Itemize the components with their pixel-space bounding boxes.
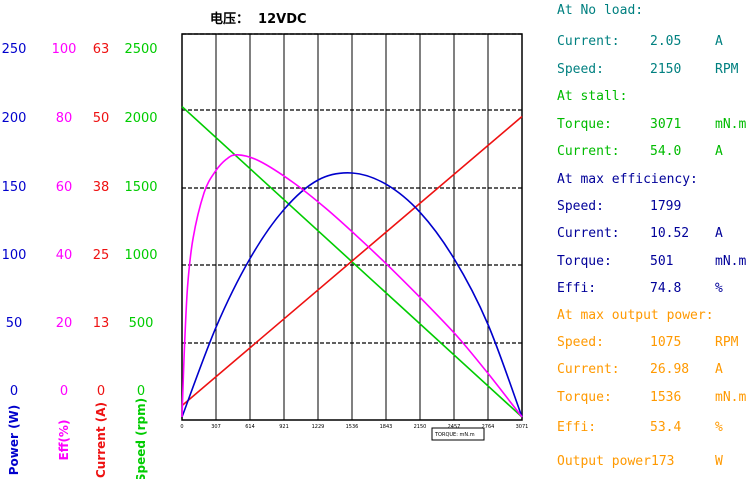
y-tick-speed: 0 [137, 384, 145, 399]
series-line-eff [181, 153, 523, 418]
y-axis-label-power: Power (W) [7, 405, 21, 476]
x-tick-label: 921 [279, 424, 289, 430]
x-axis-label: TORQUE: mN.m [434, 432, 475, 438]
chart-title: 电压： 12VDC [210, 12, 307, 27]
x-tick-label: 1229 [312, 424, 325, 430]
xlabel-box [431, 427, 485, 441]
y-tick-speed: 1000 [124, 248, 157, 263]
y-tick-eff: 0 [60, 384, 68, 399]
y-tick-current: 25 [93, 248, 110, 263]
y-tick-power: 200 [2, 111, 27, 126]
x-tick-label: 3071 [516, 424, 529, 430]
x-tick-label: 1843 [380, 424, 393, 430]
y-tick-power: 250 [2, 42, 27, 57]
y-tick-eff: 100 [52, 42, 77, 57]
y-axis-label-eff: Eff(%) [57, 420, 71, 461]
y-tick-speed: 2000 [124, 111, 157, 126]
y-tick-power: 150 [2, 180, 27, 195]
x-tick-label: 307 [211, 424, 221, 430]
y-tick-speed: 2500 [124, 42, 157, 57]
y-tick-current: 50 [93, 111, 110, 126]
y-axis-label-speed: Speed (rpm) [134, 398, 148, 479]
series-line-current [181, 115, 523, 407]
x-tick-label: 1536 [346, 424, 359, 430]
y-tick-current: 63 [93, 42, 110, 57]
y-tick-eff: 80 [56, 111, 73, 126]
y-tick-power: 0 [10, 384, 18, 399]
y-tick-eff: 20 [56, 316, 73, 331]
y-tick-current: 38 [93, 180, 110, 195]
y-tick-eff: 40 [56, 248, 73, 263]
y-axis-label-current: Current (A) [94, 402, 108, 478]
y-tick-power: 50 [6, 316, 23, 331]
x-tick-label: 614 [245, 424, 255, 430]
y-tick-power: 100 [2, 248, 27, 263]
x-tick-label: 0 [180, 424, 183, 430]
y-tick-eff: 60 [56, 180, 73, 195]
y-tick-speed: 1500 [124, 180, 157, 195]
y-tick-current: 13 [93, 316, 110, 331]
y-tick-current: 0 [97, 384, 105, 399]
x-tick-label: 2150 [414, 424, 427, 430]
y-tick-speed: 500 [129, 316, 154, 331]
x-tick-label: 2764 [482, 424, 495, 430]
series-line-power [181, 172, 523, 418]
x-tick-label: 2457 [448, 424, 461, 430]
